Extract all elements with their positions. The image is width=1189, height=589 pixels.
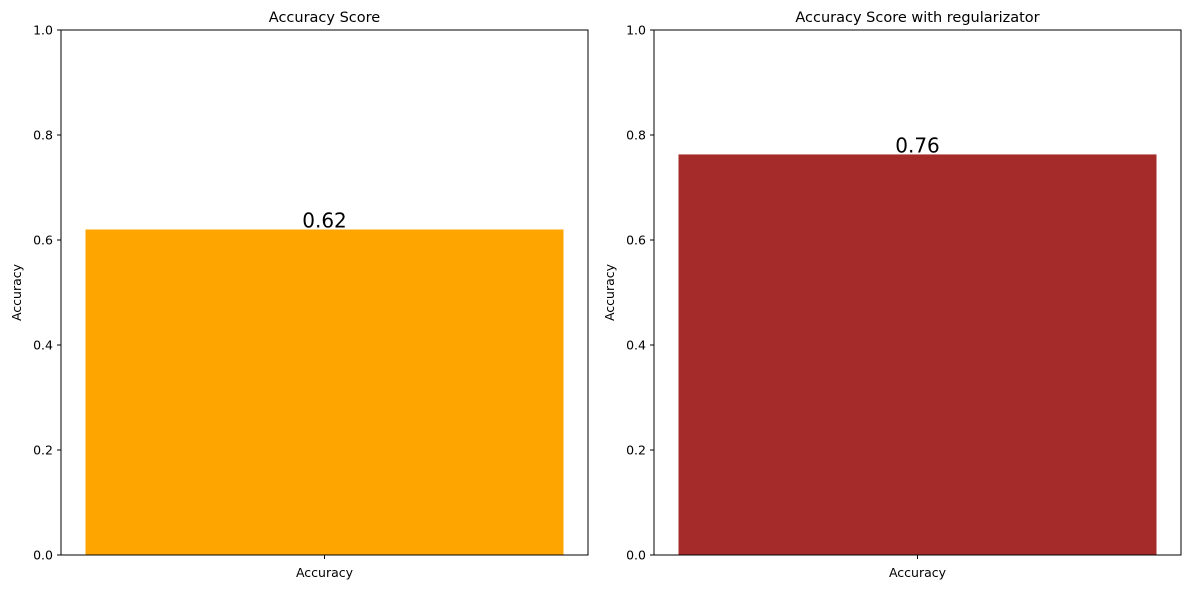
y-tick-label: 1.0 [626, 23, 646, 38]
bar [85, 229, 564, 555]
chart-title: Accuracy Score [269, 10, 380, 26]
y-tick-label: 0.8 [626, 128, 646, 143]
data-label: 0.62 [302, 209, 347, 233]
y-axis-label: Accuracy [9, 263, 24, 321]
bar [678, 154, 1157, 556]
y-tick-label: 0.8 [33, 128, 53, 143]
y-tick-label: 0.0 [626, 548, 646, 563]
y-tick-label: 1.0 [33, 23, 53, 38]
y-tick-label: 0.4 [33, 338, 53, 353]
data-label: 0.76 [895, 133, 940, 157]
y-tick-label: 0.2 [626, 443, 646, 458]
axes-frame [653, 29, 1182, 556]
y-tick-label: 0.0 [33, 548, 53, 563]
chart-panel-1: 0.62 Accuracy 0.0 0.2 0.4 0.6 0.8 1.0 Accuracy Ac… [9, 10, 589, 580]
chart-title: Accuracy Score with regularizator [795, 10, 1039, 26]
y-axis-label: Accuracy [602, 263, 617, 321]
y-tick-label: 0.2 [33, 443, 53, 458]
chart-panel-2: 0.76 Accuracy 0.0 0.2 0.4 0.6 0.8 1.0 Accuracy Ac… [602, 10, 1182, 580]
y-tick-label: 0.4 [626, 338, 646, 353]
y-tick-label: 0.6 [33, 233, 53, 248]
x-tick-label: Accuracy [296, 565, 354, 580]
y-tick-label: 0.6 [626, 233, 646, 248]
axes-frame [60, 29, 589, 556]
x-tick-label: Accuracy [889, 565, 947, 580]
